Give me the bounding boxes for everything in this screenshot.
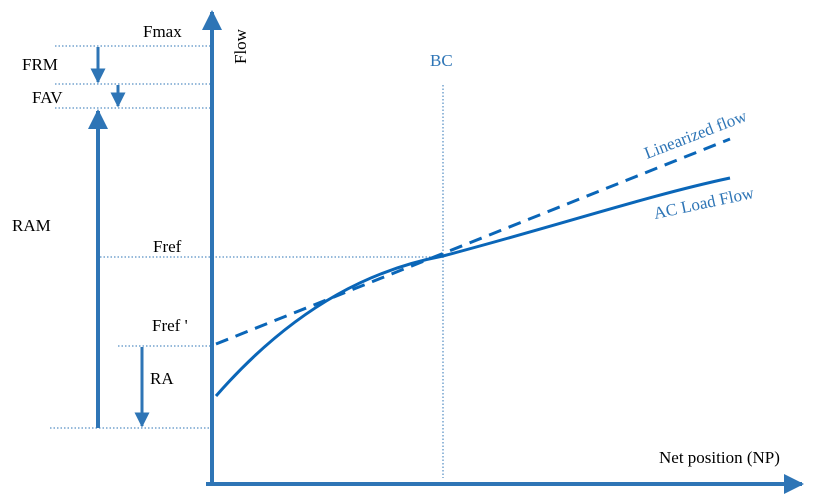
x-axis-label: Net position (NP) <box>659 448 780 467</box>
y-axis-label: Flow <box>231 28 250 64</box>
bc-label: BC <box>430 51 453 70</box>
ra-label: RA <box>150 369 174 388</box>
fref-label: Fref <box>153 237 182 256</box>
fav-label: FAV <box>32 88 63 107</box>
ac-load-flow-curve <box>214 176 731 397</box>
fmax-label: Fmax <box>143 22 182 41</box>
linearized-flow-line <box>215 137 731 346</box>
ram-label: RAM <box>12 216 51 235</box>
ac-load-flow-label: AC Load Flow <box>652 183 756 223</box>
frm-label: FRM <box>22 55 58 74</box>
fref-prime-label: Fref ' <box>152 316 188 335</box>
